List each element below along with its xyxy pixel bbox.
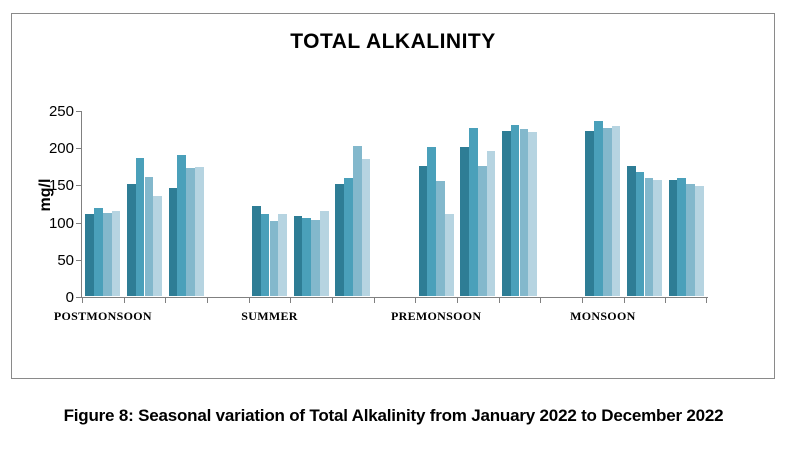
x-axis-label-summer: SUMMER xyxy=(241,309,298,323)
bar xyxy=(510,124,520,296)
y-tick xyxy=(76,111,81,112)
bar xyxy=(168,188,178,296)
bar xyxy=(126,184,136,296)
x-tick xyxy=(207,298,208,303)
x-tick xyxy=(582,298,583,303)
bar xyxy=(251,205,261,296)
chart-container: TOTAL ALKALINITY mg/l 0 50 100 150 200 250 PO… xyxy=(11,13,775,379)
y-tick-label: 100 xyxy=(48,214,74,232)
bar xyxy=(460,147,470,296)
x-tick xyxy=(332,298,333,303)
bar xyxy=(278,214,288,296)
bar xyxy=(269,220,279,296)
y-tick-label: 0 xyxy=(65,289,74,306)
bar xyxy=(186,168,195,296)
bar xyxy=(585,130,595,296)
y-tick-label: 150 xyxy=(48,177,74,195)
bar xyxy=(319,211,329,296)
y-tick xyxy=(76,297,81,298)
bar xyxy=(477,165,487,296)
x-tick xyxy=(457,298,458,303)
bar xyxy=(519,128,529,296)
bar xyxy=(260,214,270,296)
bar xyxy=(528,132,538,296)
y-tick-label: 50 xyxy=(57,251,74,269)
bar xyxy=(194,166,204,296)
x-tick xyxy=(415,298,417,303)
bar xyxy=(686,184,695,296)
x-tick xyxy=(540,298,542,303)
x-axis-label-postmonsoon: POSTMONSOON xyxy=(53,309,152,323)
bar xyxy=(177,154,187,296)
y-axis-line xyxy=(81,111,82,298)
y-tick xyxy=(76,148,81,150)
x-tick xyxy=(665,298,667,303)
bar xyxy=(344,178,353,296)
bar xyxy=(418,165,428,296)
x-axis-label-monsoon: MONSOON xyxy=(570,309,636,323)
bar xyxy=(486,150,496,296)
bar xyxy=(635,171,645,296)
bar xyxy=(602,127,612,296)
x-tick xyxy=(165,298,167,303)
bar xyxy=(102,212,112,296)
figure-caption: Figure 8: Seasonal variation of Total Al… xyxy=(63,406,724,425)
bar xyxy=(677,177,687,296)
x-tick xyxy=(82,298,83,303)
y-tick xyxy=(76,185,81,187)
bar xyxy=(444,214,454,296)
plot-area: 0 50 100 150 200 250 POSTMONSOON SUMMER PREMONS… xyxy=(49,104,708,323)
bar xyxy=(111,211,121,296)
y-tick xyxy=(76,259,81,261)
bar xyxy=(361,159,371,296)
x-tick xyxy=(290,298,292,303)
y-tick-label: 200 xyxy=(48,140,74,158)
x-tick xyxy=(498,298,500,303)
bar xyxy=(135,158,145,296)
y-tick-label: 250 xyxy=(48,103,74,120)
bar xyxy=(352,146,362,296)
bar xyxy=(653,179,663,296)
bar xyxy=(144,176,154,296)
bar xyxy=(501,130,511,296)
x-axis-line xyxy=(81,297,708,298)
bar xyxy=(85,214,95,296)
x-tick xyxy=(248,298,250,303)
bar xyxy=(335,184,345,296)
y-tick xyxy=(76,222,81,224)
bar xyxy=(611,125,621,296)
x-tick xyxy=(623,298,625,303)
bar xyxy=(594,121,603,296)
bar xyxy=(436,180,445,296)
bar xyxy=(668,179,678,296)
bar xyxy=(153,195,163,296)
bar xyxy=(293,215,303,296)
bar xyxy=(94,208,103,296)
bar xyxy=(311,220,320,296)
x-tick xyxy=(373,298,375,303)
chart-title: TOTAL ALKALINITY xyxy=(290,30,496,53)
bar xyxy=(302,217,312,296)
x-tick xyxy=(123,298,125,303)
bar xyxy=(469,127,478,296)
bar xyxy=(694,185,704,296)
bar xyxy=(644,178,654,296)
bar xyxy=(626,165,636,296)
x-axis-label-premonsoon: PREMONSOON xyxy=(390,309,482,323)
x-tick xyxy=(706,298,707,303)
bar xyxy=(427,147,437,296)
